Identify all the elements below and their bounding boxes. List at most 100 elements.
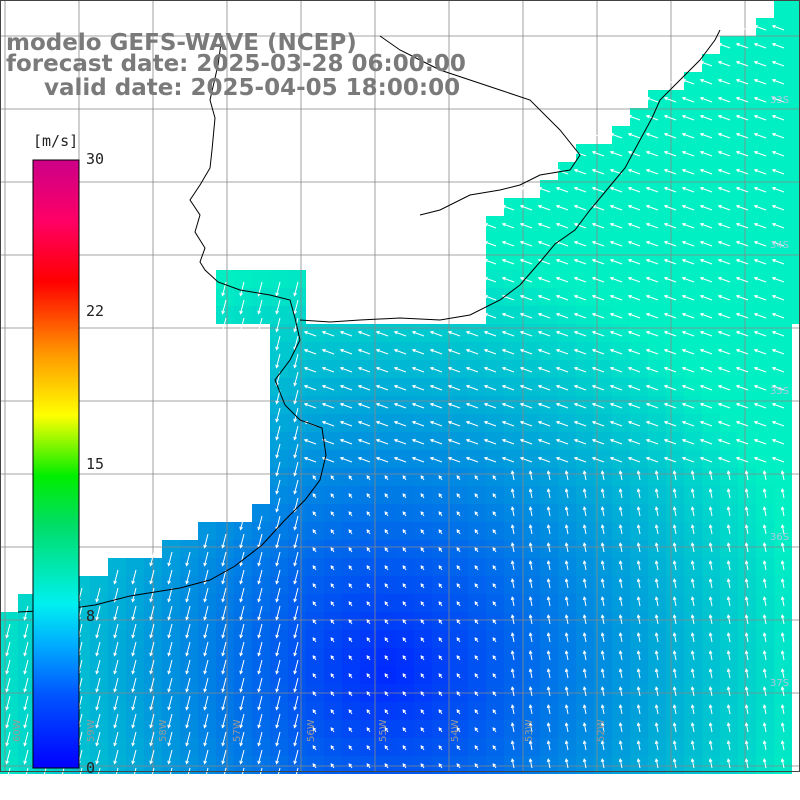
wind-arrow-head xyxy=(564,668,569,673)
wind-arrow xyxy=(412,349,425,355)
wind-arrow-head xyxy=(528,560,533,565)
wind-arrow-head xyxy=(672,578,677,583)
wind-arrow-head xyxy=(546,704,551,709)
wind-arrow-head xyxy=(357,384,362,389)
wind-cell xyxy=(648,450,666,468)
wind-arrow-head xyxy=(510,542,515,547)
wind-arrow-head xyxy=(131,598,135,603)
wind-arrow-head xyxy=(438,565,443,569)
wind-cell xyxy=(738,270,756,288)
wind-arrow-head xyxy=(348,745,353,749)
wind-arrow xyxy=(240,677,245,692)
wind-arrow xyxy=(276,605,281,620)
wind-arrow xyxy=(186,749,191,764)
wind-arrow-head xyxy=(366,619,371,623)
wind-arrow xyxy=(682,331,695,337)
wind-cell xyxy=(0,720,18,738)
wind-arrow-head xyxy=(384,691,389,695)
wind-arrow xyxy=(294,443,299,458)
wind-cell xyxy=(540,216,558,234)
wind-arrow xyxy=(592,367,605,373)
wind-arrow-head xyxy=(591,240,596,245)
wind-arrow-head xyxy=(330,619,335,623)
wind-arrow-head xyxy=(636,542,641,547)
wind-arrow-head xyxy=(573,204,578,209)
wind-arrow-head xyxy=(699,114,704,119)
wind-arrow-head xyxy=(537,186,542,191)
wind-cell xyxy=(234,288,252,306)
wind-arrow xyxy=(322,331,335,337)
wind-cell xyxy=(792,162,800,180)
wind-arrow xyxy=(736,259,749,265)
wind-cell xyxy=(432,324,450,342)
wind-cell xyxy=(612,126,630,144)
wind-arrow xyxy=(150,605,155,620)
wind-arrow xyxy=(763,687,767,697)
wind-arrow xyxy=(664,259,677,265)
wind-arrow xyxy=(574,277,587,283)
wind-arrow-head xyxy=(312,691,317,695)
wind-arrow-head xyxy=(420,493,425,497)
wind-arrow-head xyxy=(185,670,189,675)
wind-arrow-head xyxy=(771,132,776,137)
wind-arrow-head xyxy=(293,724,297,729)
wind-arrow xyxy=(538,205,551,211)
wind-arrow xyxy=(700,385,713,391)
wind-cell xyxy=(234,666,252,684)
wind-arrow xyxy=(466,349,479,355)
wind-arrow-head xyxy=(456,547,461,551)
wind-arrow xyxy=(538,313,551,319)
wind-arrow-head xyxy=(546,632,551,637)
wind-arrow-head xyxy=(555,222,560,227)
wind-arrow-head xyxy=(456,709,461,713)
wind-arrow-head xyxy=(591,456,596,461)
wind-cell xyxy=(792,72,800,90)
wind-arrow-head xyxy=(510,470,515,475)
wind-arrow-head xyxy=(275,760,279,765)
wind-arrow-head xyxy=(645,276,650,281)
wind-cell xyxy=(720,360,738,378)
wind-arrow xyxy=(168,587,173,602)
wind-cell xyxy=(288,648,306,666)
wind-arrow-head xyxy=(564,650,569,655)
wind-arrow xyxy=(565,507,569,517)
wind-arrow xyxy=(691,669,695,679)
wind-arrow xyxy=(682,151,695,157)
wind-arrow-head xyxy=(735,24,740,29)
wind-arrow-head xyxy=(555,312,560,317)
wind-cell xyxy=(630,108,648,126)
wind-arrow-head xyxy=(167,634,171,639)
wind-arrow-head xyxy=(492,637,497,641)
wind-cell xyxy=(792,126,800,144)
wind-cell xyxy=(360,396,378,414)
wind-cell xyxy=(594,144,612,162)
wind-arrow-head xyxy=(627,366,632,371)
wind-arrow xyxy=(294,713,299,728)
wind-arrow xyxy=(294,587,299,602)
wind-arrow-head xyxy=(771,96,776,101)
wind-cell xyxy=(702,90,720,108)
wind-arrow-head xyxy=(420,583,425,587)
wind-arrow-head xyxy=(366,511,371,515)
wind-cell xyxy=(306,342,324,360)
wind-arrow xyxy=(204,605,209,620)
wind-arrow-head xyxy=(636,704,641,709)
wind-arrow xyxy=(601,507,605,517)
wind-arrow-head xyxy=(708,524,713,529)
wind-arrow xyxy=(150,623,155,638)
wind-arrow xyxy=(322,349,335,355)
wind-cell xyxy=(288,612,306,630)
wind-arrow xyxy=(294,695,299,710)
wind-arrow xyxy=(511,615,515,625)
wind-arrow-head xyxy=(510,686,515,691)
wind-arrow xyxy=(736,331,749,337)
wind-arrow-head xyxy=(753,204,758,209)
wind-cell xyxy=(720,324,738,342)
wind-arrow-head xyxy=(519,312,524,317)
wind-arrow xyxy=(592,169,605,175)
wind-arrow-head xyxy=(537,348,542,353)
wind-arrow xyxy=(772,223,785,229)
wind-arrow-head xyxy=(275,778,279,783)
wind-arrow xyxy=(538,349,551,355)
wind-cell xyxy=(198,522,216,540)
